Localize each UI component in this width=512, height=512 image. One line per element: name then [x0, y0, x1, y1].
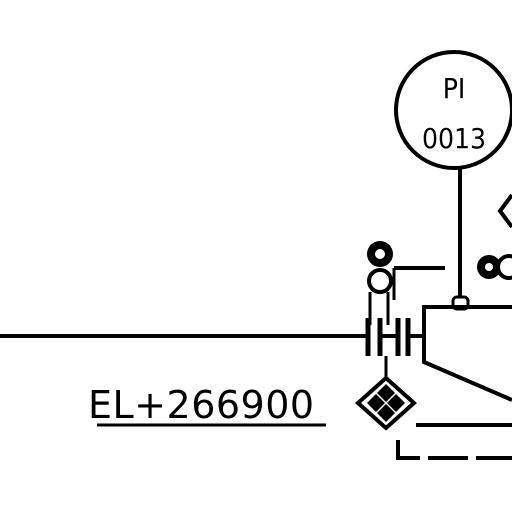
diamond-symbol-fragment [497, 193, 512, 229]
instrument-tag-number: 0013 [422, 122, 486, 155]
instrument-circle [394, 50, 512, 170]
drain-diamond-symbol [354, 356, 418, 431]
left-valve-handwheel [367, 241, 445, 325]
equipment-nozzle [408, 305, 512, 402]
instrument-function-label: PI [443, 72, 466, 105]
instrument-bubble: PI 0013 [394, 50, 512, 170]
right-valve-handwheel [477, 254, 512, 280]
flange-connection [365, 318, 411, 356]
elevation-label: EL+266900 [88, 383, 315, 427]
dashed-boundary-line [396, 440, 512, 460]
